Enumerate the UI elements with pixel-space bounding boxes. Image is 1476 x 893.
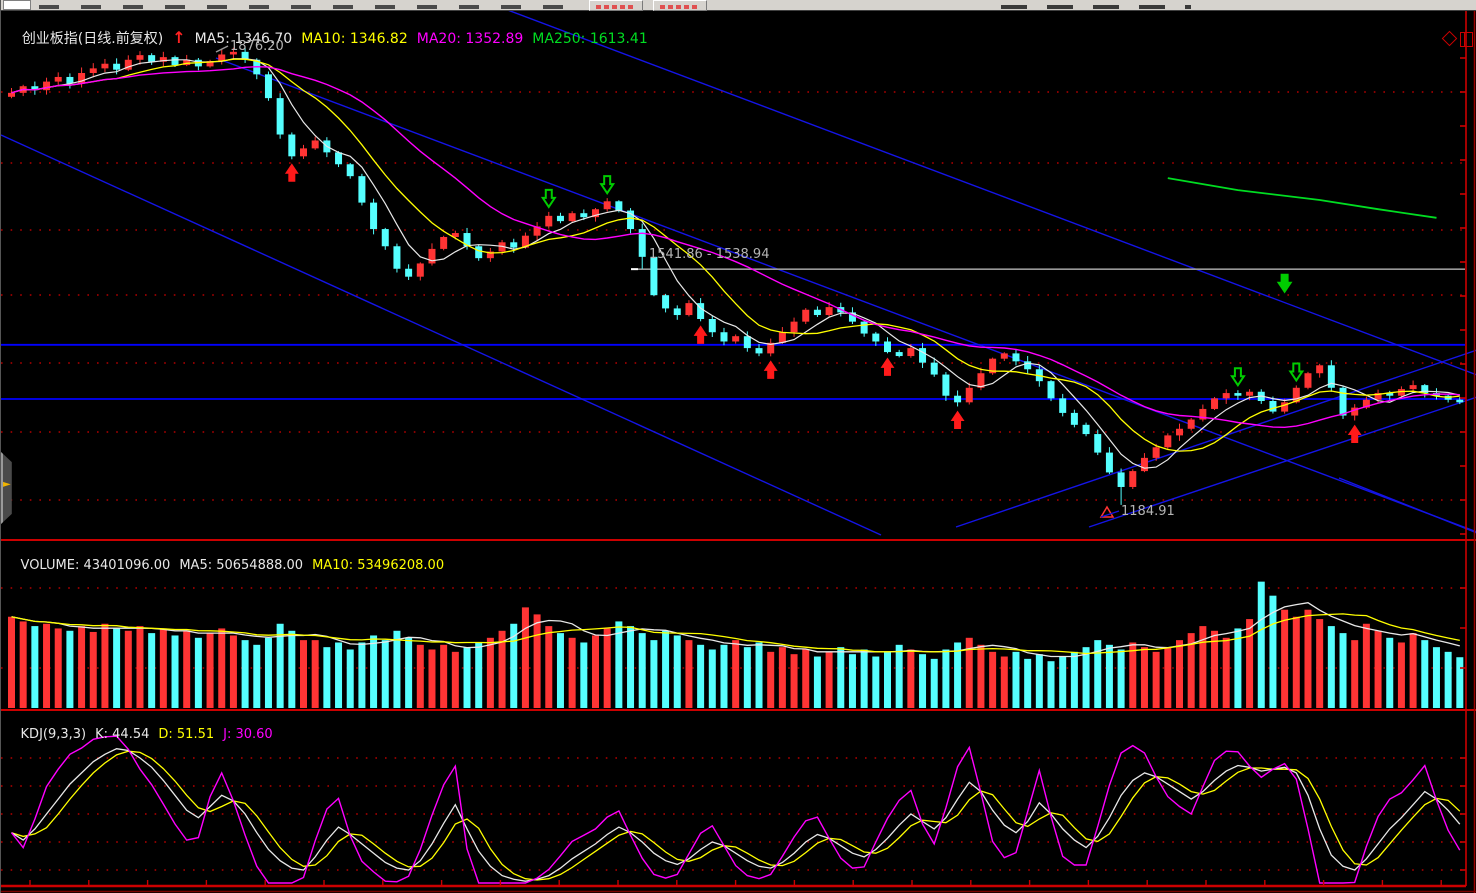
trendline-layer <box>1 0 1476 536</box>
handle-arrow-icon: ► <box>3 479 11 490</box>
kdj-k-label: K: 44.54 <box>95 727 150 742</box>
toolbar-quote-button-1[interactable] <box>589 0 643 11</box>
up-arrow-icon: ↑ <box>172 28 186 47</box>
main-chart-header: 创业板指(日线.前复权) ↑ MA5: 1346.70 MA10: 1346.82 MA… <box>4 12 657 64</box>
signals-layer <box>284 163 1362 444</box>
volume-ma10-label: MA10: 53496208.00 <box>312 558 445 573</box>
window-icon[interactable] <box>1460 32 1473 47</box>
quote-text-fragment <box>596 5 634 9</box>
ma10-label: MA10: 1346.82 <box>301 31 408 47</box>
marker-layer <box>215 45 1120 518</box>
volume-layer <box>8 581 1464 708</box>
kdj-layer <box>10 735 1461 884</box>
peak-price-label: 1876.20 <box>230 39 284 54</box>
quote-text-fragment <box>660 5 698 9</box>
ma250-layer <box>1167 177 1437 219</box>
kdj-header: KDJ(9,3,3) K: 44.54 D: 51.51 J: 30.60 <box>4 712 282 757</box>
toolbar-menu-smudge <box>39 5 569 9</box>
toolbar-quote-button-2[interactable] <box>653 0 707 11</box>
grid-layer <box>1 91 1465 871</box>
ma5-label: MA5: 1346.70 <box>194 31 293 47</box>
ma250-label: MA250: 1613.41 <box>532 31 648 47</box>
low-price-label: 1184.91 <box>1121 504 1175 519</box>
gap-price-label: 1541.86 - 1538.94 <box>649 247 770 262</box>
kdj-j-label: J: 30.60 <box>223 727 273 742</box>
toolbar-box[interactable] <box>3 0 31 10</box>
candles-layer <box>8 47 1464 505</box>
panel-handle[interactable]: ► <box>1 452 12 524</box>
volume-label: VOLUME: 43401096.00 <box>20 558 171 573</box>
toolbar <box>1 0 1476 11</box>
kdj-d-label: D: 51.51 <box>158 727 215 742</box>
price-ma-layer <box>11 58 1460 469</box>
volume-header: VOLUME: 43401096.00 MA5: 50654888.00 MA10:… <box>4 543 453 588</box>
chart-title: 创业板指(日线.前复权) <box>21 31 164 47</box>
axis-layer <box>1 11 1476 893</box>
volume-ma5-label: MA5: 50654888.00 <box>179 558 304 573</box>
toolbar-right-smudge <box>1001 5 1191 9</box>
kdj-label: KDJ(9,3,3) <box>20 727 87 742</box>
ma20-label: MA20: 1352.89 <box>416 31 524 47</box>
